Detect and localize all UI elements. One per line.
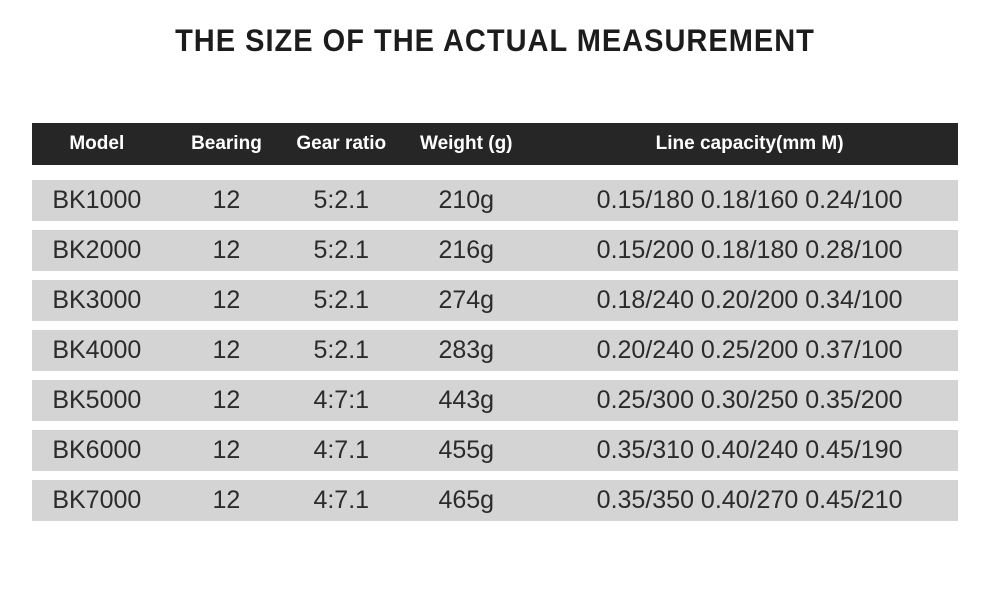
cell-model: BK1000 [52,186,142,214]
cell-line-capacity: 0.25/300 0.30/250 0.35/200 [596,386,903,414]
cell-gear-ratio: 4:7:1 [313,386,370,414]
cell-bearing: 12 [212,386,241,414]
header-cell-weight: Weight (g) [419,133,513,154]
header-cell-bearing: Bearing [191,133,262,154]
page-title: THE SIZE OF THE ACTUAL MEASUREMENT [175,24,815,59]
cell-model: BK6000 [52,436,142,464]
cell-gear-ratio: 5:2.1 [313,336,370,364]
cell-weight: 455g [438,436,495,464]
cell-model: BK3000 [52,286,142,314]
table-row: BK4000 12 5:2.1 283g 0.20/240 0.25/200 0… [32,330,958,371]
cell-bearing: 12 [212,286,241,314]
cell-bearing: 12 [212,186,241,214]
cell-line-capacity: 0.18/240 0.20/200 0.34/100 [596,286,903,314]
cell-bearing: 12 [212,336,241,364]
cell-gear-ratio: 5:2.1 [313,186,370,214]
cell-gear-ratio: 5:2.1 [313,286,370,314]
cell-line-capacity: 0.35/350 0.40/270 0.45/210 [596,486,903,514]
cell-model: BK5000 [52,386,142,414]
header-cell-model: Model [69,133,125,154]
cell-gear-ratio: 5:2.1 [313,236,370,264]
header-cell-gear-ratio: Gear ratio [296,133,387,154]
cell-bearing: 12 [212,236,241,264]
cell-model: BK2000 [52,236,142,264]
cell-bearing: 12 [212,486,241,514]
cell-bearing: 12 [212,436,241,464]
table-row: BK2000 12 5:2.1 216g 0.15/200 0.18/180 0… [32,230,958,271]
spec-table: Model Bearing Gear ratio Weight (g) Line… [32,123,958,530]
cell-weight: 465g [438,486,495,514]
cell-weight: 210g [438,186,495,214]
cell-weight: 443g [438,386,495,414]
cell-line-capacity: 0.20/240 0.25/200 0.37/100 [596,336,903,364]
cell-gear-ratio: 4:7.1 [313,436,370,464]
cell-line-capacity: 0.15/200 0.18/180 0.28/100 [596,236,903,264]
table-row: BK3000 12 5:2.1 274g 0.18/240 0.20/200 0… [32,280,958,321]
table-row: BK7000 12 4:7.1 465g 0.35/350 0.40/270 0… [32,480,958,521]
cell-weight: 274g [438,286,495,314]
cell-weight: 216g [438,236,495,264]
table-row: BK1000 12 5:2.1 210g 0.15/180 0.18/160 0… [32,180,958,221]
cell-model: BK7000 [52,486,142,514]
cell-line-capacity: 0.35/310 0.40/240 0.45/190 [596,436,903,464]
cell-gear-ratio: 4:7.1 [313,486,370,514]
header-cell-line-capacity: Line capacity(mm M) [655,133,844,154]
table-row: BK6000 12 4:7.1 455g 0.35/310 0.40/240 0… [32,430,958,471]
table-header-row: Model Bearing Gear ratio Weight (g) Line… [32,123,958,165]
table-row: BK5000 12 4:7:1 443g 0.25/300 0.30/250 0… [32,380,958,421]
cell-model: BK4000 [52,336,142,364]
cell-line-capacity: 0.15/180 0.18/160 0.24/100 [596,186,903,214]
cell-weight: 283g [438,336,495,364]
